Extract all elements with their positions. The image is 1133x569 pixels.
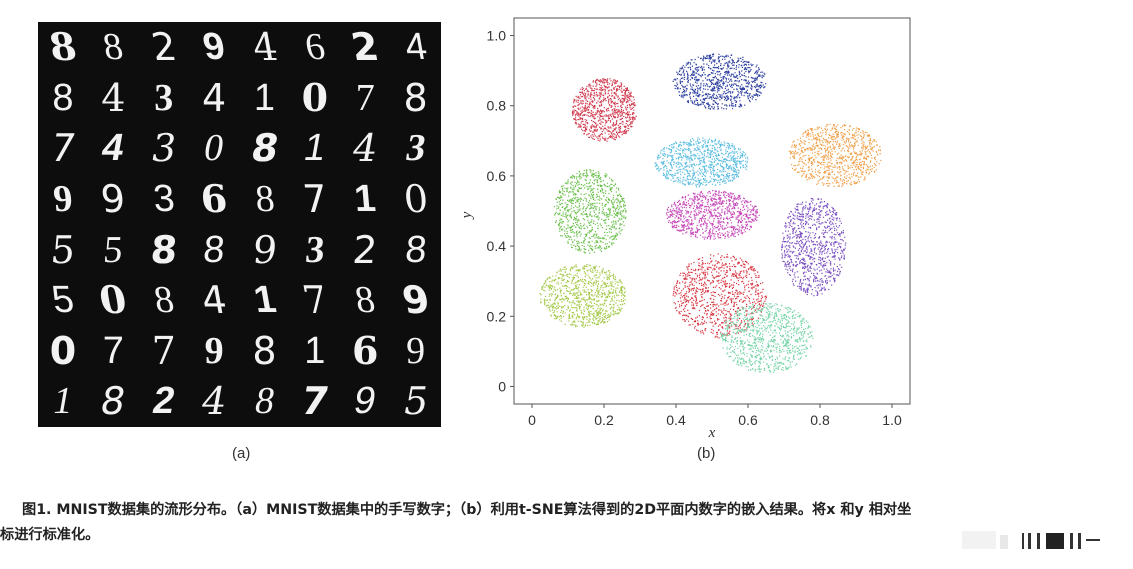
cluster-points <box>553 169 627 254</box>
x-tick-label: 0.6 <box>738 412 758 428</box>
caption-line-2: 标进行标准化。 <box>0 527 100 543</box>
plot-axes: 0 0 0.2 0.2 0.4 0.4 0.6 0.6 0.8 0.8 1.0 1.0 x y <box>459 28 902 441</box>
figure-caption: 图1. MNIST数据集的流形分布。（a）MNIST数据集中的手写数字；（b）利… <box>0 498 1133 548</box>
cluster-points <box>672 253 767 339</box>
digit-cell: 7 <box>151 328 176 373</box>
digit-cell: 4 <box>202 75 227 120</box>
digit-cell: 8 <box>252 328 277 373</box>
watermark-graphic <box>962 531 1100 549</box>
x-tick-label: 0 <box>528 412 536 428</box>
cluster-points <box>539 263 626 328</box>
y-tick-label: 0.8 <box>487 98 507 114</box>
digit-cell: 8 <box>52 76 74 119</box>
cluster-points <box>788 123 882 188</box>
cluster-points <box>654 137 749 188</box>
digit-cell: 7 <box>355 76 375 119</box>
x-tick-label: 1.0 <box>882 412 902 428</box>
cluster-points <box>781 197 847 297</box>
digit-cell: 8 <box>403 75 428 120</box>
panel-b-label: (b) <box>697 445 716 462</box>
digit-cell: 7 <box>102 329 124 372</box>
cluster-points <box>672 53 767 110</box>
caption-line-1: 图1. MNIST数据集的流形分布。（a）MNIST数据集中的手写数字；（b）利… <box>22 502 912 518</box>
digit-cell: 6 <box>352 327 379 373</box>
digit-cell: 0 <box>301 74 329 120</box>
x-tick-label: 0.2 <box>594 412 614 428</box>
x-tick-label: 0.4 <box>666 412 686 428</box>
x-tick-label: 0.8 <box>810 412 830 428</box>
digit-cell: 4 <box>101 75 126 120</box>
digit-cell: 1 <box>304 329 326 372</box>
scatter-points <box>539 53 882 373</box>
y-tick-label: 0.4 <box>487 238 507 254</box>
x-axis-label: x <box>708 425 716 441</box>
cluster-points <box>571 78 637 142</box>
tsne-scatter-plot: 0 0 0.2 0.2 0.4 0.4 0.6 0.6 0.8 0.8 1.0 1.0 x y <box>459 17 911 441</box>
cluster-points <box>665 190 760 240</box>
digit-cell: 1 <box>253 76 276 119</box>
y-tick-label: 1.0 <box>487 28 507 44</box>
y-tick-label: 0.6 <box>487 168 507 184</box>
y-axis-label: y <box>459 211 475 220</box>
digit-cell: 3 <box>154 76 174 119</box>
digit-cell: 0 <box>49 328 77 373</box>
y-tick-label: 0 <box>498 378 506 394</box>
panel-a-label: (a) <box>232 445 251 462</box>
digit-cell: 9 <box>204 329 224 372</box>
y-tick-label: 0.2 <box>487 308 507 324</box>
digit-cell: 9 <box>406 329 426 372</box>
